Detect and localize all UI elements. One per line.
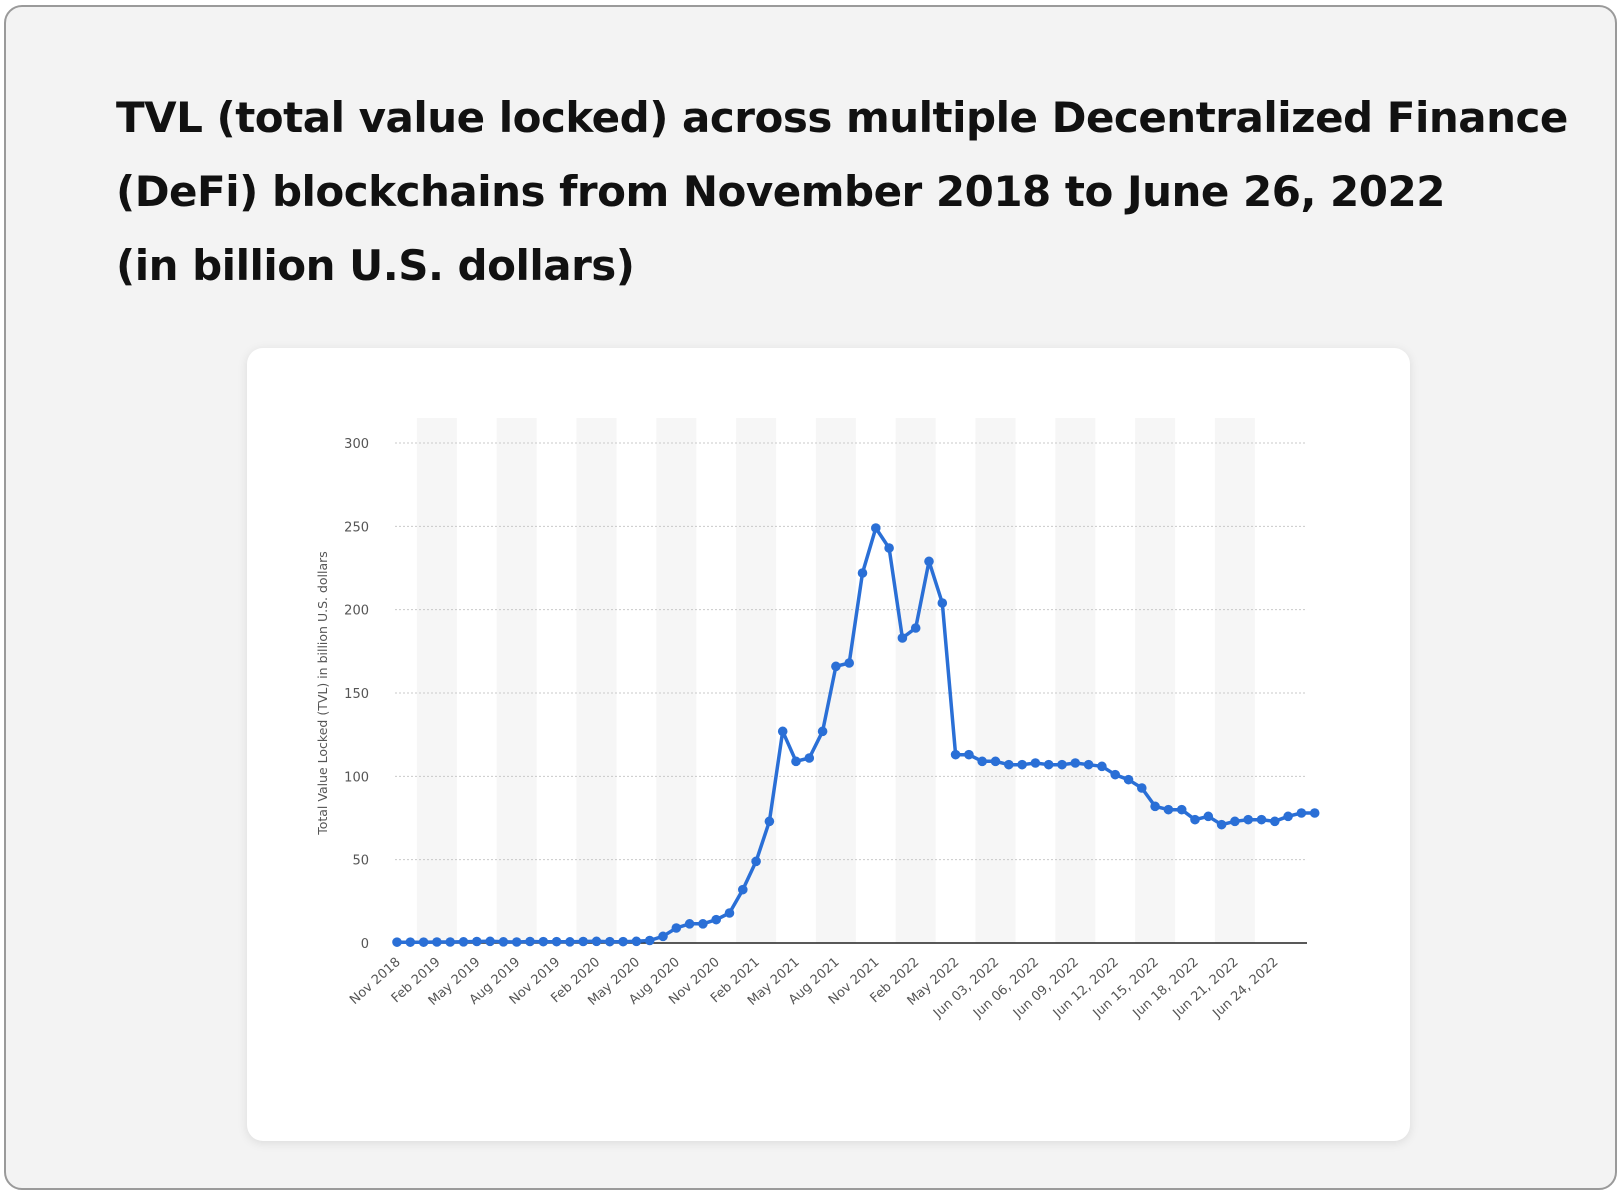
series-line [395, 526, 1317, 944]
data-point [1216, 819, 1227, 830]
data-point [777, 726, 788, 737]
background-band [656, 418, 697, 943]
data-point [1137, 783, 1147, 793]
chart-title-line-3: (in billion U.S. dollars) [116, 241, 635, 290]
data-point [1004, 759, 1014, 770]
data-point [977, 756, 987, 767]
data-point [1230, 816, 1240, 827]
data-point [605, 936, 615, 947]
y-tick-label: 50 [352, 854, 369, 869]
data-point [1097, 761, 1107, 772]
data-point [1030, 758, 1041, 768]
data-point [392, 937, 402, 947]
data-point [1017, 759, 1027, 770]
data-point [711, 914, 721, 925]
data-point [1150, 801, 1160, 812]
data-point [698, 919, 708, 929]
chart-title-line-2: (DeFi) blockchains from November 2018 to… [116, 167, 1445, 216]
data-point [565, 937, 575, 947]
data-point [884, 543, 894, 553]
data-point [1083, 759, 1094, 770]
background-band [815, 418, 856, 943]
data-point [724, 908, 735, 918]
data-point [1296, 808, 1307, 818]
chart-title: TVL (total value locked) across multiple… [116, 81, 1586, 303]
data-point [1070, 758, 1081, 768]
data-point [804, 753, 815, 763]
y-axis-title: Total Value Locked (TVL) in billion U.S.… [315, 551, 330, 836]
data-point [1043, 759, 1054, 770]
data-point [1123, 774, 1134, 785]
data-point [1190, 814, 1200, 825]
data-point [791, 756, 801, 767]
data-point [498, 937, 509, 947]
data-point [950, 749, 961, 760]
y-tick-label: 0 [361, 937, 369, 952]
data-point [578, 936, 588, 947]
background-band [496, 418, 537, 943]
data-point [990, 756, 1001, 767]
background-band [576, 418, 617, 943]
data-point [1203, 811, 1214, 822]
data-point [871, 523, 881, 533]
y-tick-label: 250 [344, 520, 369, 535]
data-point [591, 936, 602, 947]
y-tick-label: 150 [344, 687, 369, 702]
data-point [937, 598, 948, 608]
data-point [1110, 769, 1120, 780]
data-point [472, 936, 482, 947]
data-point [1176, 804, 1187, 815]
background-band [1055, 418, 1096, 943]
background-band [895, 418, 936, 943]
line-chart: 0 50 100 150 200 250 300 Total Value Locked (TV… [315, 418, 1320, 1022]
y-tick-label: 200 [344, 604, 369, 619]
background-band [975, 418, 1016, 943]
data-point [844, 658, 854, 668]
data-point [631, 936, 642, 947]
chart-card: 0 50 100 150 200 250 300 Total Value Locked (TV… [247, 348, 1410, 1141]
data-point [485, 936, 495, 947]
data-point [445, 937, 455, 947]
background-band [1214, 418, 1255, 943]
data-point [538, 936, 549, 947]
data-point [764, 816, 775, 827]
data-point [738, 884, 748, 895]
data-point [1283, 811, 1293, 822]
background-band [736, 418, 777, 943]
data-point [924, 556, 934, 567]
data-point [1256, 814, 1267, 825]
background-band [416, 418, 457, 943]
data-point [551, 936, 562, 947]
data-point [897, 633, 908, 643]
y-tick-label: 100 [344, 770, 369, 785]
data-point [1163, 804, 1174, 815]
data-point [405, 937, 416, 947]
data-point [418, 937, 429, 947]
data-point [432, 937, 442, 947]
data-point [671, 923, 682, 933]
data-point [1057, 759, 1067, 770]
data-point [857, 568, 868, 578]
data-point [684, 919, 695, 929]
data-point [511, 937, 522, 947]
data-point [964, 749, 974, 760]
data-point [458, 937, 469, 947]
data-point [1270, 816, 1280, 827]
data-point [644, 935, 655, 946]
page-frame: TVL (total value locked) across multiple… [4, 5, 1617, 1190]
data-point [910, 623, 921, 633]
data-point [831, 661, 841, 672]
data-point [525, 936, 535, 947]
y-tick-label: 300 [344, 437, 369, 452]
data-point [658, 931, 668, 942]
data-point [817, 726, 828, 737]
chart-title-line-1: TVL (total value locked) across multiple… [116, 93, 1568, 142]
data-point [1309, 808, 1320, 818]
data-point [751, 856, 761, 867]
background-band [1135, 418, 1176, 943]
data-point [618, 936, 628, 947]
data-point [1243, 814, 1253, 825]
